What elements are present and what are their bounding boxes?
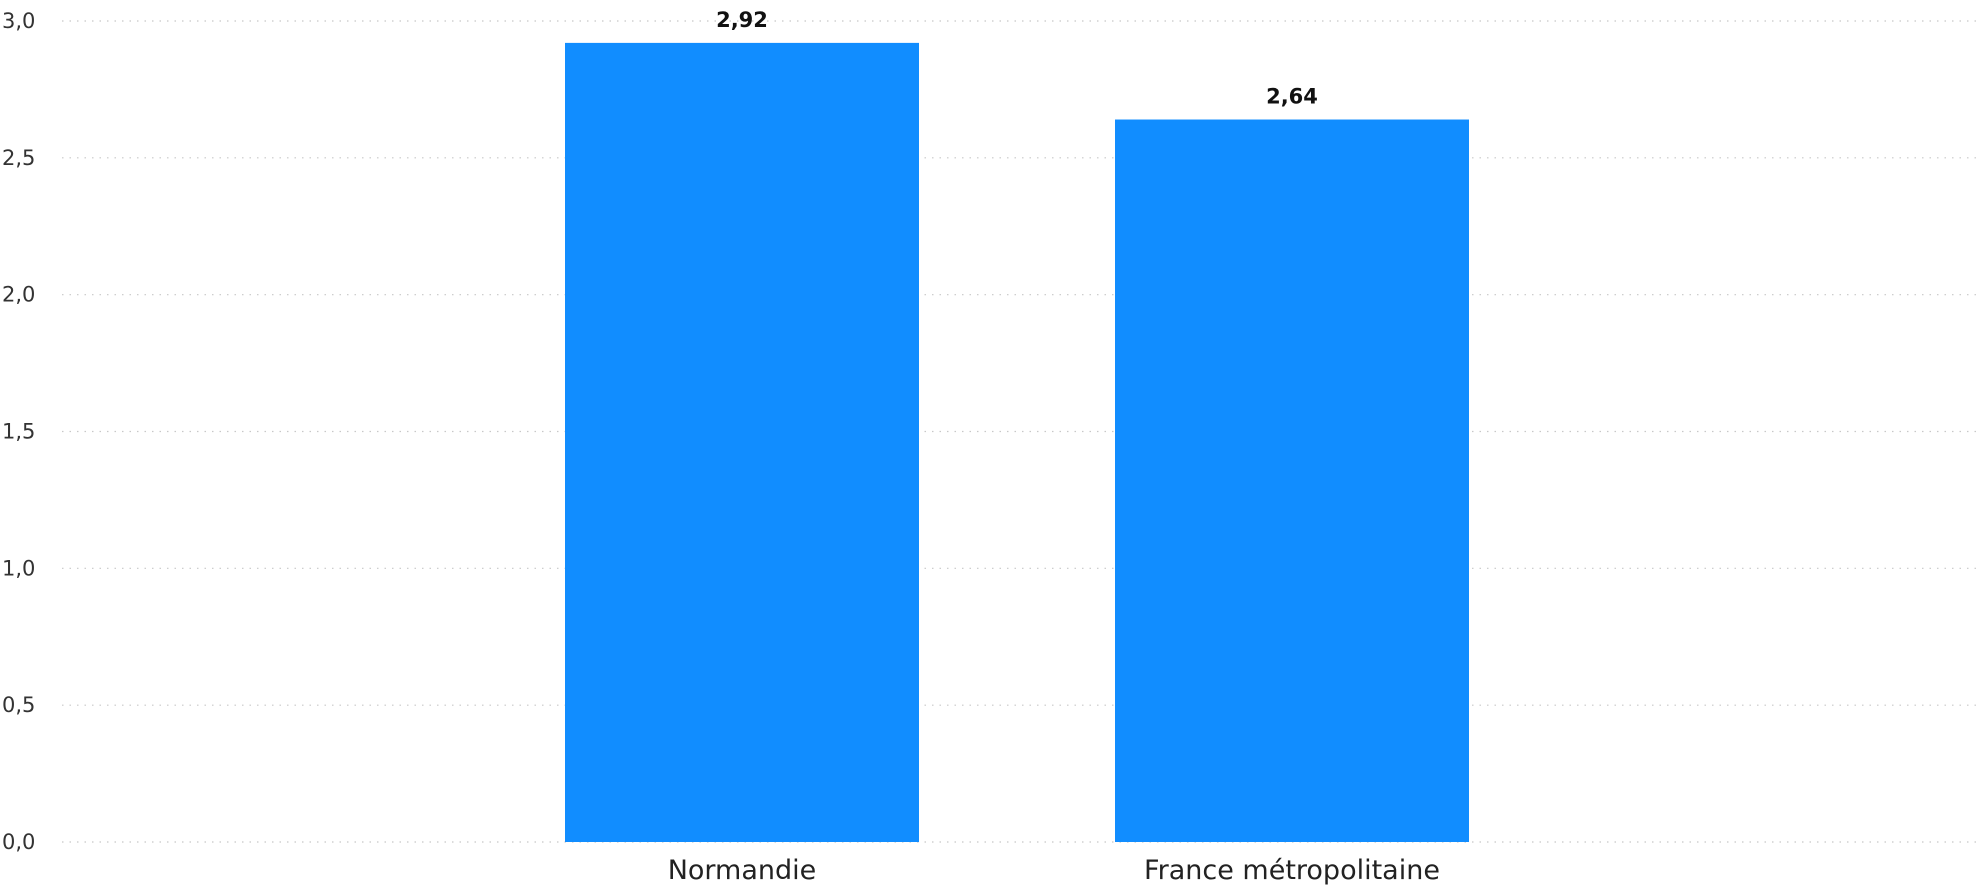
x-category-label: France métropolitaine [1144, 855, 1440, 886]
x-axis-category-labels: Normandie France métropolitaine [668, 855, 1440, 886]
bar[interactable] [565, 42, 919, 843]
y-axis-tick-labels: 0,0 0,5 1,0 1,5 2,0 2,5 3,0 [2, 9, 35, 854]
bar[interactable] [1115, 119, 1469, 842]
data-label: 2,92 [716, 8, 768, 32]
y-tick-label: 2,0 [2, 283, 35, 307]
y-tick-label: 0,5 [2, 693, 35, 717]
y-tick-label: 3,0 [2, 9, 35, 33]
gridlines [62, 20, 1982, 843]
y-tick-label: 2,5 [2, 146, 35, 170]
y-tick-label: 1,0 [2, 556, 35, 580]
y-tick-label: 0,0 [2, 830, 35, 854]
y-tick-label: 1,5 [2, 420, 35, 444]
data-label: 2,64 [1266, 85, 1318, 109]
bars [565, 42, 1469, 843]
x-category-label: Normandie [668, 855, 817, 886]
data-labels: 2,92 2,64 [716, 8, 1318, 109]
